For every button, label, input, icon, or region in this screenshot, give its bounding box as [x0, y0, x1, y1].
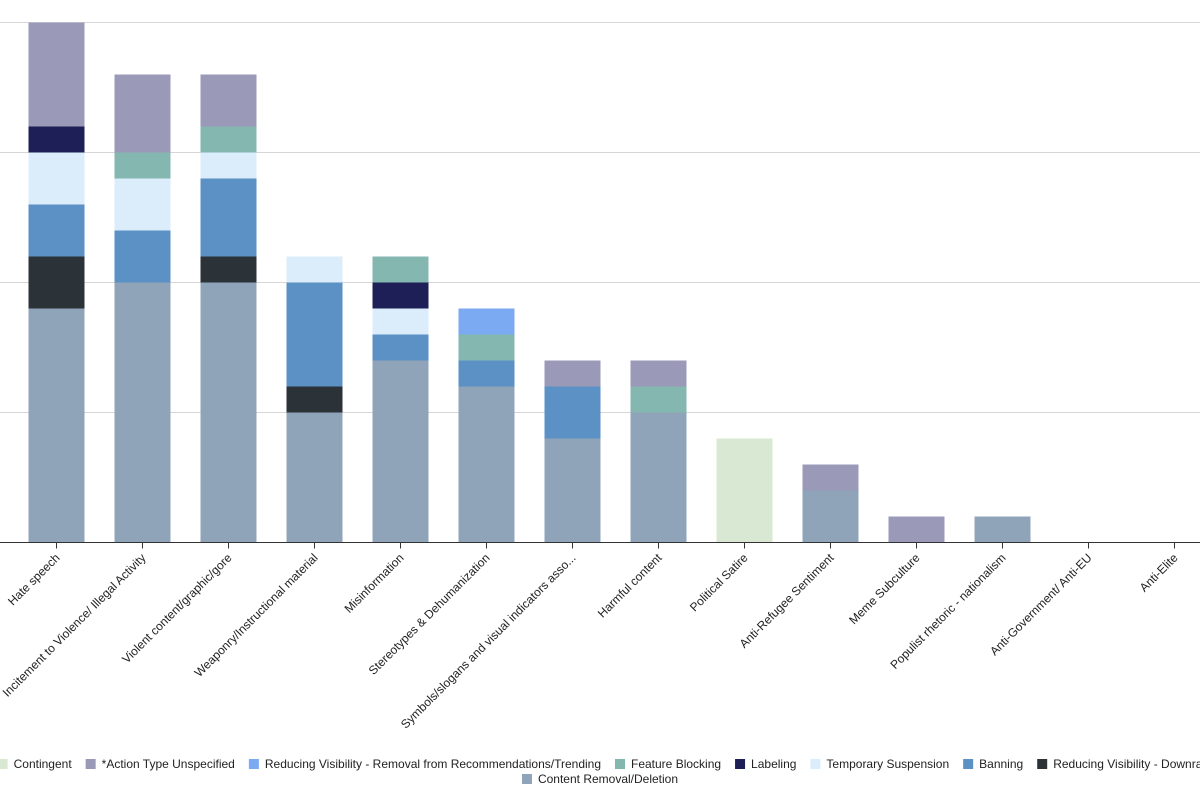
- legend-item: Content Removal/Deletion: [521, 772, 678, 786]
- bar-segment: [200, 152, 257, 179]
- bar-segment: [544, 386, 601, 439]
- bar-segment: [630, 386, 687, 413]
- bar-segment: [286, 256, 343, 283]
- bar-segment: [458, 360, 515, 387]
- bar-segment: [458, 308, 515, 335]
- bar-segment: [200, 282, 257, 543]
- bar-segment: [458, 386, 515, 543]
- bar-segment: [286, 282, 343, 387]
- bar-segment: [716, 438, 773, 543]
- bar-segment: [114, 74, 171, 153]
- legend-label: Temporary Suspension: [826, 757, 949, 771]
- bar-segment: [114, 282, 171, 543]
- bar-segment: [888, 516, 945, 543]
- legend-swatch: [615, 759, 625, 769]
- legend-swatch: [735, 759, 746, 769]
- bar-segment: [372, 256, 429, 283]
- x-tick-label: Hate speech: [5, 551, 63, 609]
- x-axis-ticks: [56, 542, 1175, 549]
- x-tick-label: Harmful content: [595, 550, 665, 620]
- legend: Contingent *Action Type Unspecified Reduci…: [0, 757, 1200, 786]
- legend-label: Reducing Visibility - Downra: [1053, 757, 1200, 771]
- bar-segment: [114, 152, 171, 179]
- legend-swatch: [0, 759, 8, 769]
- legend-label: Contingent: [14, 757, 73, 771]
- bar-segment: [630, 412, 687, 543]
- legend-label: *Action Type Unspecified: [102, 757, 235, 771]
- bar-segment: [200, 74, 257, 127]
- x-tick-label: Anti-Government/ Anti-EU: [987, 551, 1095, 659]
- bar-segment: [28, 126, 85, 153]
- bar-segment: [28, 308, 85, 543]
- bar-segment: [372, 360, 429, 543]
- bar-segment: [974, 516, 1031, 543]
- legend-label: Feature Blocking: [631, 757, 721, 771]
- bar-segment: [200, 178, 257, 257]
- bars: [28, 22, 1031, 543]
- bar-segment: [28, 204, 85, 257]
- legend-swatch: [810, 759, 821, 769]
- bar-segment: [200, 256, 257, 283]
- bar-segment: [802, 464, 859, 491]
- bar-segment: [544, 438, 601, 543]
- legend-item: Feature Blocking: [615, 757, 721, 771]
- legend-label: Banning: [979, 757, 1023, 771]
- legend-swatch: [85, 759, 96, 769]
- legend-item: Contingent: [0, 757, 72, 771]
- legend-swatch: [248, 759, 259, 769]
- bar-segment: [630, 360, 687, 387]
- legend-label: Content Removal/Deletion: [538, 772, 678, 786]
- legend-item: Reducing Visibility - Downra: [1037, 757, 1200, 771]
- bar-segment: [286, 412, 343, 543]
- x-tick-label: Political Satire: [687, 550, 751, 614]
- legend-swatch: [1037, 759, 1048, 769]
- legend-swatch: [521, 774, 532, 784]
- legend-item: Labeling: [735, 757, 796, 771]
- x-tick-label: Anti-Refugee Sentiment: [737, 550, 837, 650]
- bar-segment: [114, 230, 171, 283]
- x-tick-label: Meme Subculture: [846, 550, 923, 627]
- bar-segment: [114, 178, 171, 231]
- bar-segment: [372, 308, 429, 335]
- x-tick-label: Anti-Elite: [1137, 551, 1181, 595]
- gridlines: [0, 22, 1200, 413]
- legend-item: Reducing Visibility - Removal from Recom…: [248, 757, 601, 771]
- legend-label: Labeling: [751, 757, 796, 771]
- bar-segment: [28, 22, 85, 127]
- bar-segment: [28, 256, 85, 309]
- legend-item: *Action Type Unspecified: [85, 757, 235, 771]
- legend-item: Banning: [963, 757, 1023, 771]
- bar-segment: [544, 360, 601, 387]
- bar-segment: [372, 334, 429, 361]
- bar-segment: [200, 126, 257, 153]
- x-tick-label: Incitement to Violence/ Illegal Activity: [0, 551, 149, 700]
- bar-segment: [28, 152, 85, 205]
- x-tick-label: Misinformation: [342, 551, 407, 616]
- x-tick-label: Symbols/slogans and visual indicators as…: [398, 551, 579, 732]
- bar-segment: [286, 386, 343, 413]
- bar-segment: [802, 490, 859, 543]
- legend-swatch: [963, 759, 974, 769]
- bar-segment: [372, 282, 429, 309]
- bar-segment: [458, 334, 515, 361]
- legend-label: Reducing Visibility - Removal from Recom…: [265, 757, 601, 771]
- legend-item: Temporary Suspension: [810, 757, 949, 771]
